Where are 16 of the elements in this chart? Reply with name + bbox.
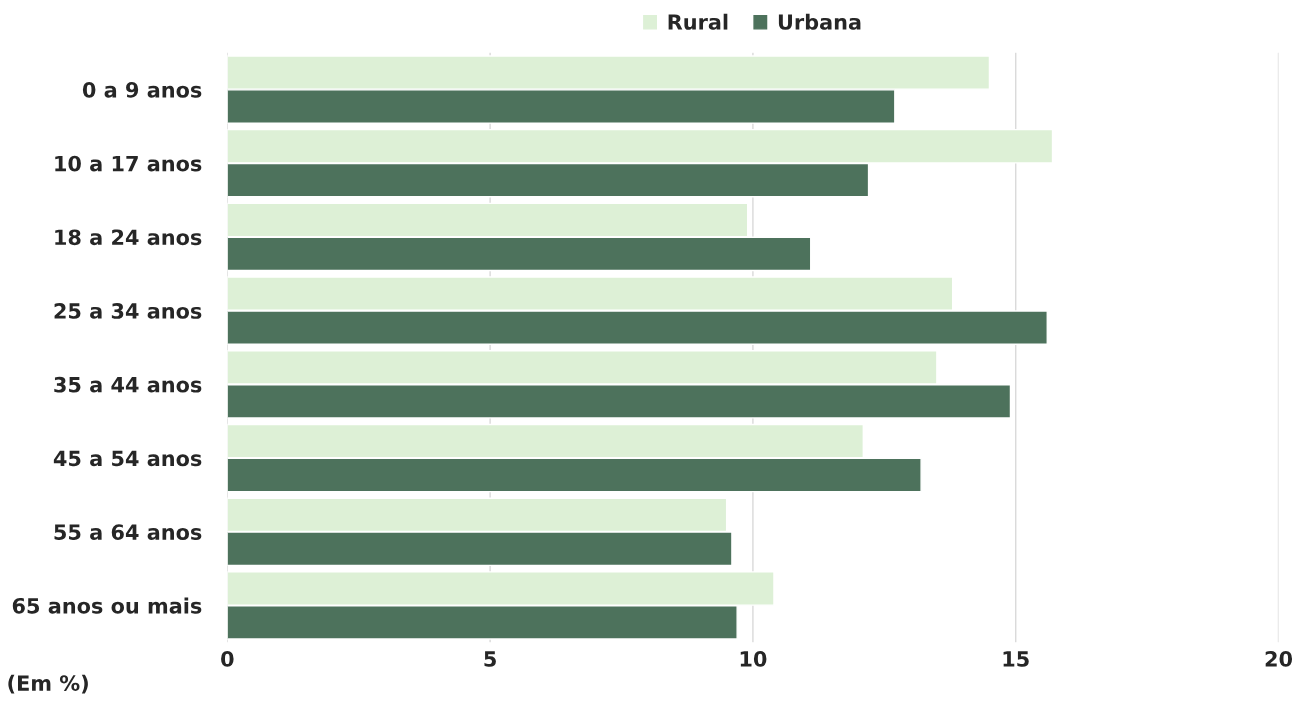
y-tick-label: 45 a 54 anos <box>53 450 202 467</box>
x-tick-label: 15 <box>1003 651 1029 667</box>
y-tick-label: 25 a 34 anos <box>54 303 202 319</box>
x-tick-label: 10 <box>740 651 767 667</box>
y-tick-label: 65 anos ou mais <box>12 597 202 614</box>
y-tick-label: 55 a 64 anos <box>54 524 202 540</box>
legend-label: Rural <box>668 13 728 30</box>
y-tick-label: 18 a 24 anos <box>55 229 202 246</box>
y-tick-label: 0 a 9 anos <box>82 81 202 98</box>
x-tick-label: 20 <box>1265 651 1293 667</box>
legend-label: Urbana <box>778 13 861 30</box>
text: (Em %) <box>8 674 88 694</box>
y-tick-label: 10 a 17 anos <box>55 155 202 172</box>
x-tick-label: 0 <box>221 651 234 667</box>
y-tick-label: 35 a 44 anos <box>54 376 202 393</box>
x-tick-label: 5 <box>484 651 496 667</box>
